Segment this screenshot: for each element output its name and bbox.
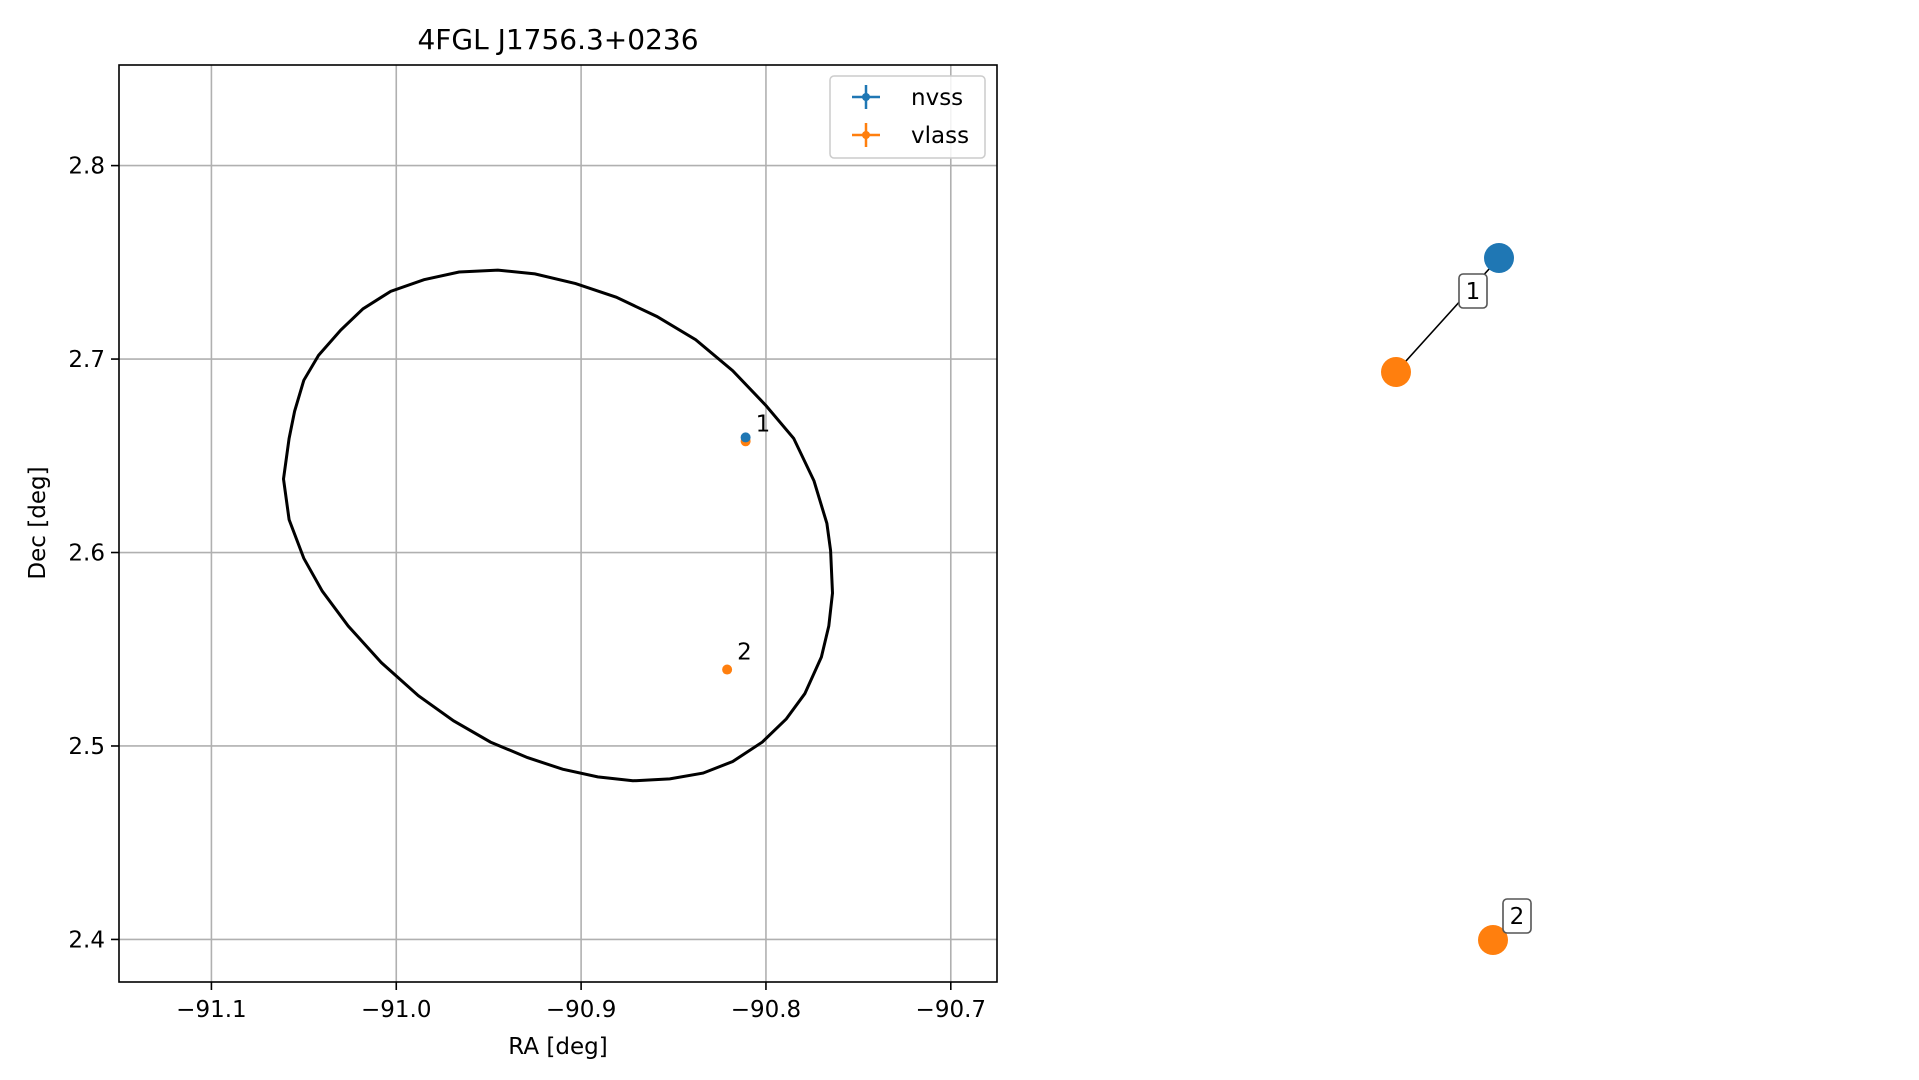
node-label-box	[1502, 898, 1532, 934]
data-points: 12	[722, 411, 771, 675]
y-tick-label: 2.4	[68, 927, 105, 953]
edge-label: 1	[1466, 279, 1481, 305]
graph-node-vlass-2	[1478, 925, 1508, 955]
y-tick-label: 2.6	[68, 541, 105, 567]
x-tick-label: −90.9	[546, 997, 616, 1023]
point-nvss-1	[740, 432, 751, 443]
x-ticks: −91.1 −91.0 −90.9 −90.8 −90.7	[176, 982, 986, 1023]
legend: nvss vlass	[829, 75, 986, 159]
y-tick-label: 2.7	[68, 347, 105, 373]
graph-node-vlass-1	[1381, 357, 1411, 387]
x-axis-label: RA [deg]	[508, 1034, 607, 1060]
x-tick-label: −90.7	[916, 997, 986, 1023]
x-tick-label: −90.8	[731, 997, 801, 1023]
legend-marker-nvss	[852, 85, 880, 109]
point-vlass-2	[722, 664, 733, 675]
x-tick-label: −91.0	[361, 997, 431, 1023]
scatter-panel: 4FGL J1756.3+0236 12 −91.1 −91.0 −90.9 −90.…	[25, 23, 998, 1060]
point-label-2: 2	[737, 640, 752, 666]
y-tick-label: 2.5	[68, 734, 105, 760]
association-graph: 1 2	[1381, 243, 1532, 955]
legend-label-nvss: nvss	[911, 85, 963, 111]
node-label: 2	[1510, 904, 1525, 930]
legend-marker-vlass	[852, 123, 880, 147]
chart-title: 4FGL J1756.3+0236	[417, 23, 698, 56]
edge-label-box	[1458, 273, 1488, 309]
plot-frame	[118, 64, 998, 983]
legend-label-vlass: vlass	[911, 123, 969, 149]
point-label-1: 1	[756, 411, 771, 437]
y-ticks: 2.4 2.5 2.6 2.7 2.8	[68, 154, 119, 953]
x-tick-label: −91.1	[176, 997, 246, 1023]
grid	[119, 65, 997, 982]
error-ellipse	[281, 268, 835, 783]
graph-node-nvss-1	[1484, 243, 1514, 273]
y-tick-label: 2.8	[68, 154, 105, 180]
y-axis-label: Dec [deg]	[25, 466, 51, 579]
